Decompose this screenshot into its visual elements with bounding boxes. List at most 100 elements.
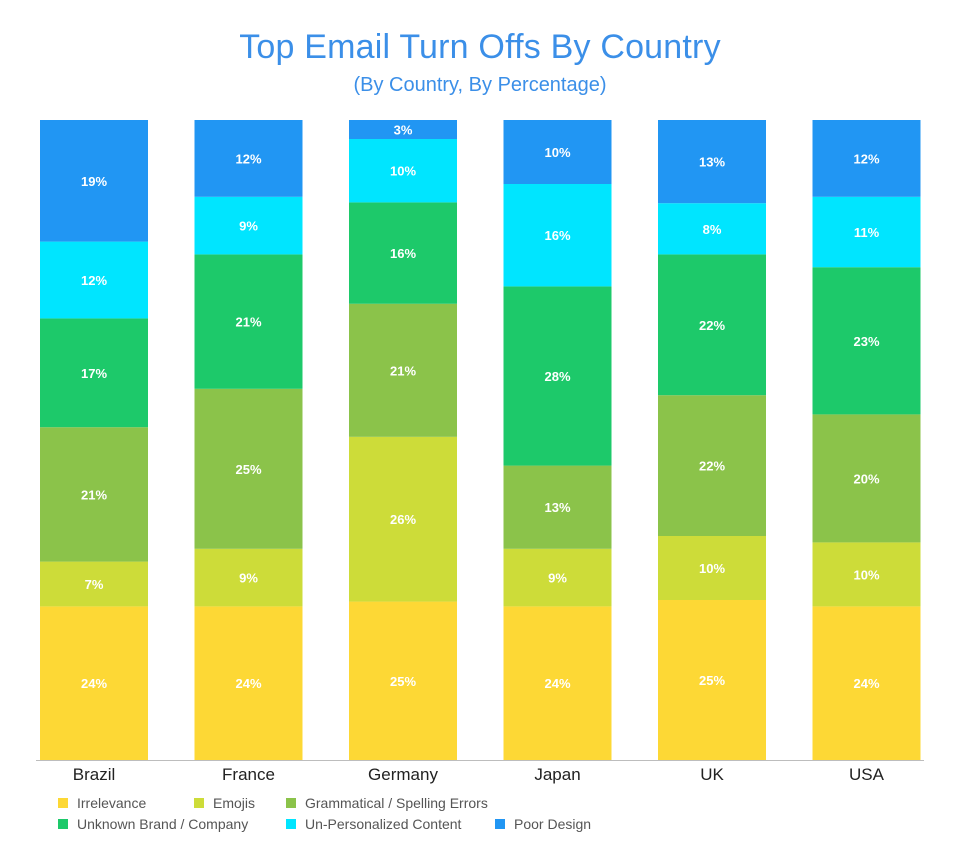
data-label-usa-3: 23% <box>853 334 879 349</box>
bar-segment-germany-0 <box>349 601 457 760</box>
x-tick-label-japan: Japan <box>534 765 580 784</box>
legend-item: Unknown Brand / Company <box>58 816 248 832</box>
data-label-japan-1: 9% <box>548 571 567 586</box>
data-label-usa-0: 24% <box>853 676 879 691</box>
data-label-uk-1: 10% <box>699 561 725 576</box>
bar-segment-usa-0 <box>812 606 921 760</box>
bar-segment-japan-4 <box>503 184 612 287</box>
data-label-germany-0: 25% <box>390 674 416 689</box>
data-label-usa-5: 12% <box>853 151 879 166</box>
bar-segment-germany-1 <box>349 436 457 602</box>
data-label-japan-0: 24% <box>544 676 570 691</box>
data-label-japan-2: 13% <box>544 500 570 515</box>
bar-segment-brazil-1 <box>40 561 148 607</box>
bar-segment-uk-3 <box>658 254 766 396</box>
x-tick-label-brazil: Brazil <box>73 765 116 784</box>
data-label-germany-1: 26% <box>390 512 416 527</box>
bar-segment-germany-3 <box>349 202 457 304</box>
data-label-france-4: 9% <box>239 219 258 234</box>
bar-segment-uk-2 <box>658 395 766 536</box>
bar-segment-france-1 <box>194 548 303 607</box>
data-label-usa-4: 11% <box>854 225 880 240</box>
legend-swatch <box>58 819 68 829</box>
legend-item: Irrelevance <box>58 795 146 811</box>
data-label-uk-4: 8% <box>703 222 722 237</box>
bar-segment-brazil-3 <box>40 318 148 428</box>
data-label-france-0: 24% <box>235 676 261 691</box>
bar-segment-uk-4 <box>658 203 766 255</box>
bar-segment-usa-5 <box>812 120 921 197</box>
bar-segment-japan-1 <box>503 548 612 607</box>
bar-segment-france-2 <box>194 388 303 549</box>
bar-segment-germany-5 <box>349 120 457 140</box>
legend-swatch <box>58 798 68 808</box>
bar-segment-uk-5 <box>658 120 766 204</box>
bar-segment-france-4 <box>194 196 303 255</box>
bar-segment-brazil-4 <box>40 241 148 319</box>
chart-title: Top Email Turn Offs By Country <box>239 28 721 66</box>
data-label-brazil-2: 21% <box>81 487 107 502</box>
data-label-uk-3: 22% <box>699 318 725 333</box>
data-label-france-1: 9% <box>239 571 258 586</box>
x-tick-label-uk: UK <box>700 765 724 784</box>
bar-segment-france-5 <box>194 120 303 197</box>
bar-segment-usa-4 <box>812 196 921 268</box>
bar-segment-usa-2 <box>812 414 921 543</box>
bar-segment-france-3 <box>194 254 303 389</box>
x-tick-label-usa: USA <box>849 765 885 784</box>
bar-segment-germany-4 <box>349 139 457 203</box>
bar-segment-usa-1 <box>812 542 921 607</box>
bar-segment-usa-3 <box>812 267 921 415</box>
legend-label: Irrelevance <box>77 795 147 811</box>
legend-label: Unknown Brand / Company <box>77 816 249 832</box>
legend-label: Poor Design <box>514 816 592 832</box>
data-label-uk-2: 22% <box>699 459 725 474</box>
legend-item: Emojis <box>194 795 255 811</box>
bar-segment-japan-3 <box>503 286 612 466</box>
legend-swatch <box>495 819 505 829</box>
x-tick-label-france: France <box>222 765 275 784</box>
bar-segment-germany-2 <box>349 303 457 437</box>
data-label-brazil-5: 19% <box>81 174 107 189</box>
data-label-germany-2: 21% <box>390 363 416 378</box>
bar-segment-brazil-5 <box>40 120 148 242</box>
data-label-france-3: 21% <box>235 315 261 330</box>
data-label-usa-1: 10% <box>853 567 879 582</box>
data-label-japan-5: 10% <box>544 145 570 160</box>
bar-segment-uk-1 <box>658 536 766 600</box>
data-label-brazil-3: 17% <box>81 366 107 381</box>
data-label-germany-4: 10% <box>390 164 416 179</box>
data-label-brazil-1: 7% <box>85 577 104 592</box>
bar-segment-japan-5 <box>503 120 612 184</box>
data-label-usa-2: 20% <box>853 471 879 486</box>
data-label-france-5: 12% <box>235 151 261 166</box>
data-label-brazil-4: 12% <box>81 273 107 288</box>
data-label-uk-0: 25% <box>699 673 725 688</box>
legend-swatch <box>194 798 204 808</box>
legend-item: Poor Design <box>495 816 591 832</box>
legend-item: Grammatical / Spelling Errors <box>286 795 488 811</box>
chart-subtitle: (By Country, By Percentage) <box>353 74 607 96</box>
bar-segment-brazil-2 <box>40 427 148 562</box>
x-tick-label-germany: Germany <box>368 765 438 784</box>
data-label-japan-4: 16% <box>544 228 570 243</box>
legend-label: Un-Personalized Content <box>305 816 462 832</box>
data-label-germany-3: 16% <box>390 246 416 261</box>
data-label-brazil-0: 24% <box>81 676 107 691</box>
bar-segment-japan-2 <box>503 465 612 549</box>
data-label-germany-5: 3% <box>394 123 413 138</box>
data-label-uk-5: 13% <box>699 155 725 170</box>
bar-segment-japan-0 <box>503 606 612 760</box>
bar-segment-brazil-0 <box>40 606 148 760</box>
legend-swatch <box>286 819 296 829</box>
data-label-france-2: 25% <box>235 462 261 477</box>
legend-label: Grammatical / Spelling Errors <box>305 795 488 811</box>
bar-segment-france-0 <box>194 606 303 760</box>
legend-label: Emojis <box>213 795 256 811</box>
data-label-japan-3: 28% <box>544 369 570 384</box>
legend-swatch <box>286 798 296 808</box>
legend-item: Un-Personalized Content <box>286 816 461 832</box>
bar-segment-uk-0 <box>658 600 766 760</box>
